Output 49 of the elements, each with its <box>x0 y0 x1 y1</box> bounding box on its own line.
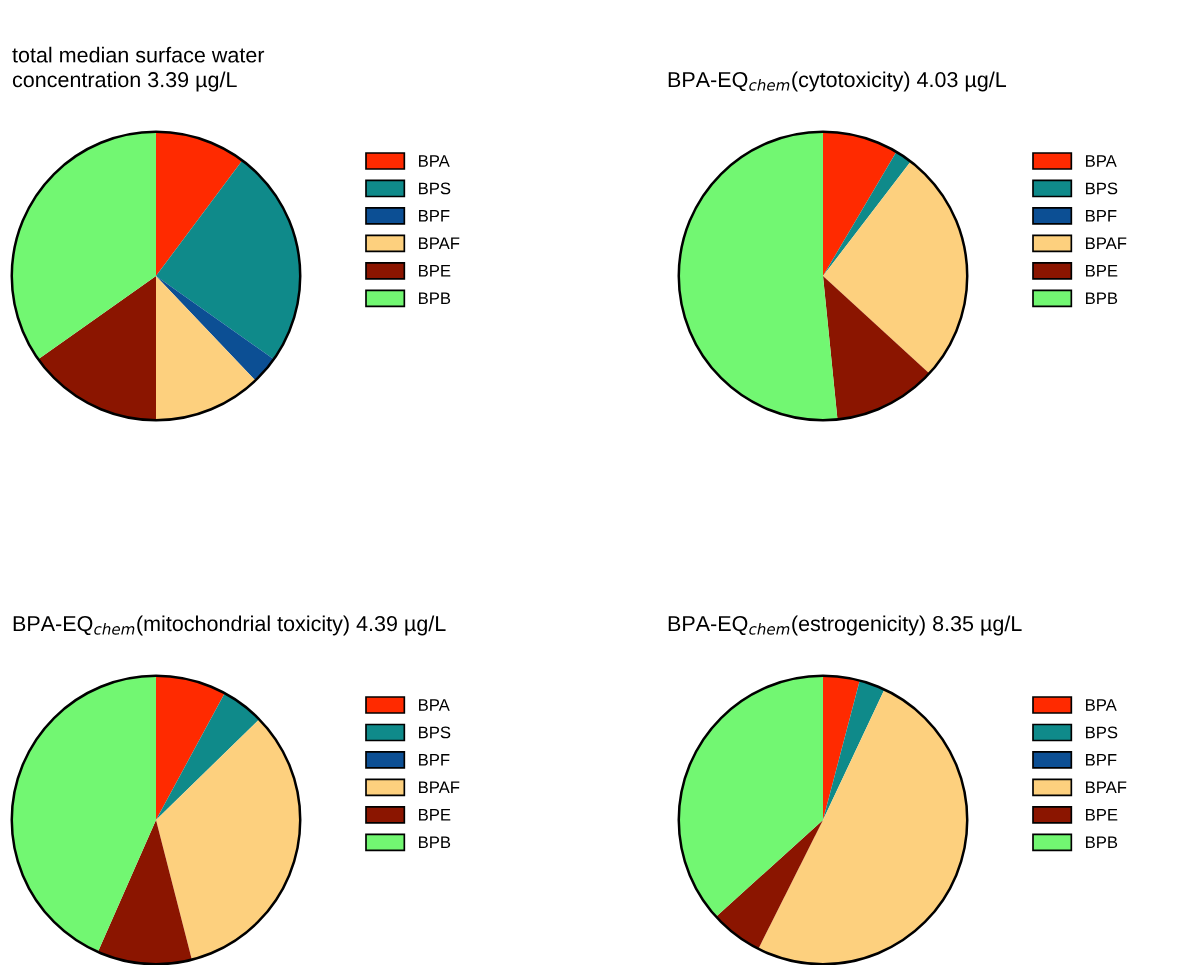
legend-label: BPF <box>419 210 450 222</box>
pie-slice <box>11 675 156 953</box>
pie-slice <box>823 161 968 374</box>
pie-slice <box>38 276 156 421</box>
legend-label: BPA <box>419 155 450 167</box>
chart-title: BPA-EQ$_{chem}$(mitochondrial toxicity) 4.39 µg/L <box>13 615 446 636</box>
legend-label: BPS <box>419 182 451 195</box>
legend-label: BPA <box>419 699 450 711</box>
legend-label: BPF <box>419 754 450 766</box>
pie-slice <box>11 131 156 360</box>
legend-label: BPAF <box>419 781 460 794</box>
legend-label: BPS <box>419 726 451 739</box>
legend-label: BPB <box>419 836 451 848</box>
legend-label: BPF <box>1086 210 1117 222</box>
pie-slice <box>156 131 243 276</box>
chart-title: BPA-EQ$_{chem}$(estrogenicity) 8.35 µg/L <box>668 615 1022 636</box>
legend-label: BPF <box>1086 754 1117 766</box>
pie-slice <box>678 675 823 917</box>
legend-label: BPAF <box>419 237 460 250</box>
pie-slice <box>823 131 897 276</box>
legend-label: BPE <box>419 809 451 821</box>
pie-slice <box>156 719 301 960</box>
pie-slice <box>823 276 930 420</box>
pie-slice <box>156 276 274 381</box>
legend-label: BPA <box>1086 155 1117 167</box>
legend-label: BPE <box>419 265 451 277</box>
chart-title: total median surface water concentration 3.39 µg/L <box>12 46 265 92</box>
legend-label: BPE <box>1086 265 1118 277</box>
pie-slice <box>823 675 860 820</box>
pie-slice <box>156 693 260 820</box>
pie-slice <box>758 689 968 965</box>
legend-label: BPB <box>1086 836 1118 848</box>
pie-slice <box>97 820 192 965</box>
pie-slice <box>156 160 301 360</box>
pie-slice <box>716 820 823 949</box>
pie-slice <box>678 131 838 421</box>
legend-label: BPB <box>419 292 451 304</box>
legend-label: BPS <box>1086 182 1118 195</box>
legend-label: BPS <box>1086 726 1118 739</box>
chart-title: BPA-EQ$_{chem}$(cytotoxicity) 4.03 µg/L <box>668 71 1007 92</box>
pie-slice <box>823 151 911 276</box>
pie-slice <box>156 675 225 820</box>
legend-label: BPB <box>1086 292 1118 304</box>
legend-label: BPE <box>1086 809 1118 821</box>
legend-label: BPA <box>1086 699 1117 711</box>
legend-label: BPAF <box>1086 781 1127 794</box>
legend-label: BPAF <box>1086 237 1127 250</box>
pie-slice <box>823 680 885 820</box>
pie-slice <box>156 276 256 421</box>
